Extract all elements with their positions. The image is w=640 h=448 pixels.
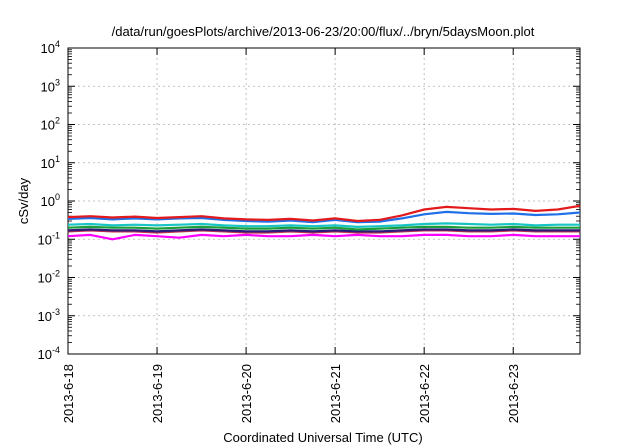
y-tick-label: 100 — [41, 192, 60, 209]
x-tick-label: 2013-6-22 — [417, 364, 432, 423]
data-series — [67, 204, 581, 241]
x-tick-label: 2013-6-21 — [328, 364, 343, 423]
x-axis-ticks: 2013-6-18 2013-6-19 2013-6-20 2013-6-21 2013… — [61, 48, 521, 423]
chart-title: /data/run/goesPlots/archive/2013-06-23/2… — [112, 24, 535, 39]
y-axis-ticks: 10-4 10-3 10-2 10-1 100 101 102 103 104 — [38, 39, 580, 362]
y-tick-label: 10-2 — [38, 269, 60, 286]
x-tick-label: 2013-6-20 — [239, 364, 254, 423]
x-tick-label: 2013-6-18 — [61, 364, 76, 423]
y-tick-label: 102 — [41, 116, 60, 133]
y-tick-label: 104 — [41, 39, 60, 56]
y-tick-label: 101 — [41, 154, 60, 171]
series-line — [67, 233, 580, 241]
y-tick-label: 103 — [41, 77, 60, 94]
grid-lines — [68, 48, 580, 354]
y-axis-label: cSv/day — [16, 177, 31, 224]
x-tick-label: 2013-6-19 — [150, 364, 165, 423]
x-axis-label: Coordinated Universal Time (UTC) — [223, 430, 422, 445]
y-tick-label: 10-4 — [38, 345, 60, 362]
y-tick-label: 10-1 — [38, 230, 60, 247]
series-line — [67, 210, 581, 224]
series-line — [67, 204, 581, 223]
y-tick-label: 10-3 — [38, 307, 60, 324]
x-tick-label: 2013-6-23 — [506, 364, 521, 423]
series-line — [67, 225, 580, 231]
series-line — [67, 228, 580, 233]
series-line — [67, 222, 580, 228]
